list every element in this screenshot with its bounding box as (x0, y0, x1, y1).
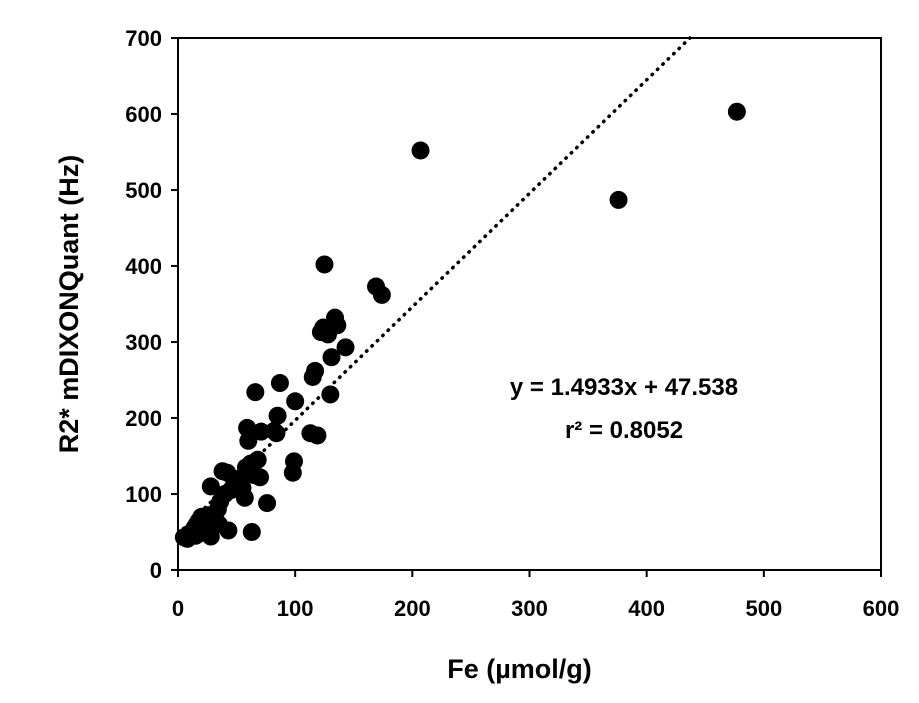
data-point (251, 468, 270, 487)
y-axis-title: R2* mDIXONQuant (Hz) (54, 155, 84, 454)
data-point (268, 406, 287, 425)
data-point (267, 424, 286, 443)
x-tick-label: 300 (511, 596, 548, 621)
y-tick-label: 500 (125, 178, 162, 203)
data-point (284, 452, 303, 471)
data-point (315, 255, 334, 274)
data-point (321, 385, 340, 404)
data-point (306, 361, 325, 380)
data-point (258, 494, 277, 513)
data-point (246, 383, 265, 402)
x-tick-label: 0 (172, 596, 184, 621)
data-point (336, 338, 355, 357)
y-tick-label: 700 (125, 26, 162, 51)
data-point (372, 285, 391, 304)
plot-frame (177, 37, 882, 571)
data-point (270, 374, 289, 393)
x-tick-label: 400 (628, 596, 665, 621)
data-point (411, 141, 430, 160)
data-point (328, 316, 347, 335)
x-tick-label: 500 (745, 596, 782, 621)
data-point (727, 102, 746, 121)
axes (177, 37, 882, 571)
data-point (239, 431, 258, 450)
data-point (242, 523, 261, 541)
y-tick-label: 600 (125, 102, 162, 127)
data-point (322, 348, 341, 367)
data-points (174, 102, 746, 548)
y-axis-ticks: 0 100 200 300 400 500 600 700 (125, 26, 178, 583)
data-point (201, 477, 220, 496)
r-squared-label: r² = 0.8052 (565, 417, 683, 444)
trendline (176, 36, 692, 536)
y-tick-label: 0 (150, 558, 162, 583)
data-point (286, 392, 305, 411)
x-tick-label: 100 (277, 596, 314, 621)
data-point (219, 521, 238, 540)
y-tick-label: 300 (125, 330, 162, 355)
data-point (235, 488, 254, 507)
trendline-equation: y = 1.4933x + 47.538 (510, 374, 738, 401)
x-tick-label: 200 (394, 596, 431, 621)
data-point (248, 450, 267, 469)
y-tick-label: 200 (125, 406, 162, 431)
y-tick-label: 100 (125, 482, 162, 507)
data-point (609, 190, 628, 209)
data-point (252, 422, 271, 441)
x-tick-label: 600 (863, 596, 900, 621)
data-point (308, 426, 327, 445)
y-tick-label: 400 (125, 254, 162, 279)
trendline-layer (176, 36, 692, 536)
x-axis-title: Fe (µmol/g) (447, 654, 592, 684)
x-axis-ticks: 0 100 200 300 400 500 600 (172, 570, 899, 621)
data-point (238, 418, 257, 437)
